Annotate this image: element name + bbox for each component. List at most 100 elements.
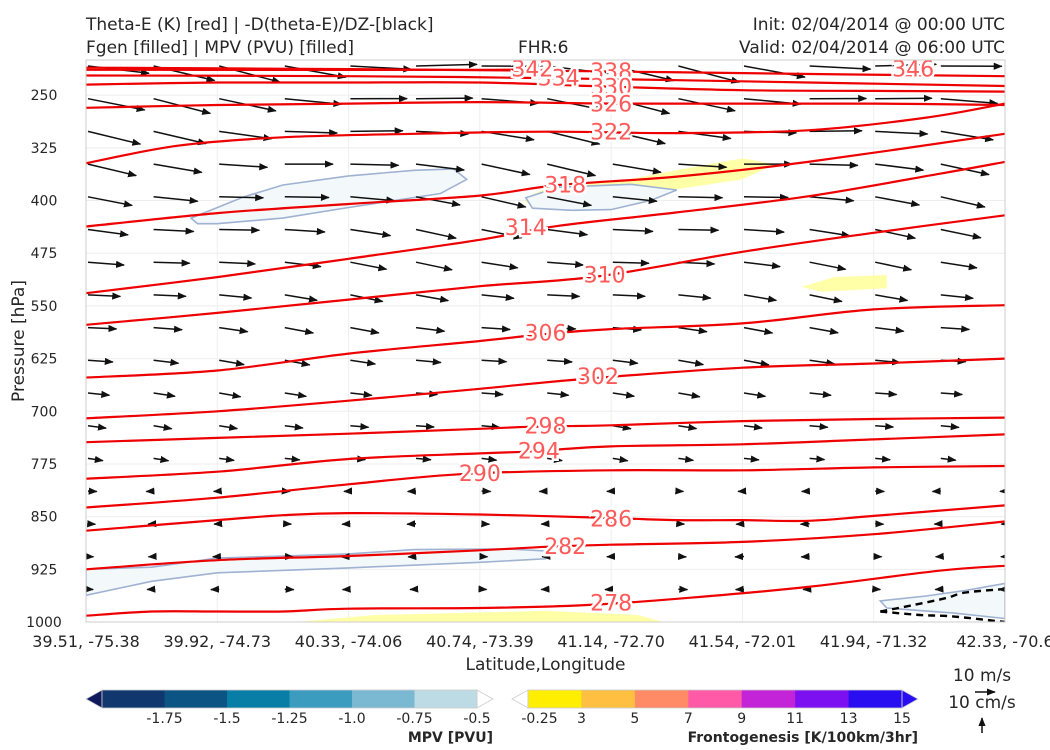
gradient-vector [1006, 393, 1027, 395]
fgen-colorbar-extend-high [901, 689, 919, 709]
gradient-vector [415, 196, 461, 208]
fgen-colorbar-segment [848, 690, 903, 708]
contour-label: 326 [590, 93, 632, 118]
gradient-vector [875, 294, 909, 303]
gradient-vector [809, 423, 829, 431]
gradient-vector [481, 390, 504, 398]
gradient-vector [809, 127, 863, 135]
fgen-colorbar-tick: 15 [893, 711, 911, 727]
y-tick-label: 250 [31, 88, 58, 104]
wind-reference-label: 10 m/s [953, 666, 1011, 686]
axes: 250 325 400 475 550 625 700 775 850 925 100039.51,… [9, 59, 1050, 675]
y-tick-label: 700 [31, 404, 58, 420]
gradient-vector [612, 358, 639, 366]
gradient-vector [350, 196, 396, 204]
theta-e-contour [86, 520, 1005, 571]
y-tick-label: 775 [31, 457, 58, 473]
gradient-vector [809, 261, 847, 272]
vector-field [86, 60, 1050, 593]
y-tick-label: 550 [31, 299, 58, 315]
gradient-vector [809, 359, 836, 367]
mpv-colorbar-segment [289, 690, 353, 708]
gradient-vector [743, 294, 778, 303]
gradient-vector [809, 294, 843, 304]
gradient-vector [350, 261, 388, 272]
gradient-vector [219, 391, 242, 399]
gradient-vector [678, 326, 708, 335]
theta-e-contour [86, 416, 1005, 444]
mpv-colorbar-tick: -1.0 [338, 711, 365, 727]
y-tick-label: 625 [31, 352, 58, 368]
fgen-colorbar-segment [528, 690, 582, 708]
gradient-vector [875, 326, 905, 334]
x-tick-label: 40.74, -73.39 [426, 632, 534, 651]
gradient-vector [153, 227, 195, 235]
gradient-vector [153, 423, 173, 431]
contour-label: 334 [538, 67, 580, 92]
gradient-vector [415, 358, 442, 366]
gradient-vector [1006, 164, 1050, 176]
gradient-vector [678, 193, 724, 202]
gradient-vector [743, 326, 774, 336]
gradient-vector [612, 97, 671, 115]
gradient-vector [415, 163, 466, 173]
theta-e-contour [86, 357, 1005, 420]
contour-label: 302 [577, 365, 619, 390]
theta-e-contour [86, 81, 1005, 93]
gradient-vector [87, 357, 114, 366]
gradient-vector [219, 326, 249, 335]
gradient-vector [219, 359, 245, 367]
gradient-vector [547, 163, 597, 178]
gradient-vector [547, 228, 589, 238]
gradient-vector [547, 390, 570, 399]
gradient-vector [153, 455, 170, 464]
gradient-vector [743, 261, 781, 270]
gradient-vector [547, 324, 577, 333]
contour-label: 322 [590, 121, 632, 146]
mpv-colorbar-tick: -0.75 [396, 711, 432, 727]
gradient-vector [1006, 230, 1046, 235]
theta-e-contour [86, 102, 1005, 165]
gradient-vector [153, 325, 183, 333]
theta-e-contour [86, 132, 1005, 228]
gradient-vector [415, 261, 453, 272]
gradient-vector [678, 226, 720, 234]
gradient-vector [547, 196, 593, 208]
gradient-vector [415, 61, 478, 69]
gradient-vector [940, 261, 978, 271]
valid-time: Valid: 02/04/2014 @ 06:00 UTC [739, 38, 1005, 58]
y-tick-label: 850 [31, 510, 58, 526]
theta-e-contours [86, 66, 1005, 617]
gradient-vector [415, 94, 474, 102]
mpv-dashed-contour [880, 610, 1005, 622]
gradient-vector [87, 324, 118, 333]
gradient-vector [875, 422, 895, 431]
gradient-vector [87, 196, 133, 208]
gradient-vector [809, 65, 872, 73]
gradient-vector [350, 423, 370, 431]
plot-area [86, 60, 1005, 622]
fgen-colorbar-tick: 11 [786, 711, 804, 727]
mpv-colorbar-extend-low [85, 689, 103, 709]
gradient-vector [940, 130, 995, 143]
fgen-colorbar-segment [688, 690, 743, 708]
gradient-vector [481, 261, 519, 271]
gradient-vector [87, 292, 122, 300]
gradient-vector [940, 228, 982, 240]
mpv-dashed-contour [880, 587, 1005, 613]
gradient-vector [1006, 458, 1021, 460]
fgen-colorbar-segment [634, 690, 689, 708]
mpv-colorbar-extend-high [476, 689, 494, 709]
mpv-colorbar-outline [101, 689, 478, 709]
fgen-colorbar-tick: 7 [684, 711, 693, 727]
gradient-vector [219, 226, 261, 234]
gradient-vector [743, 193, 789, 201]
fgen-colorbar-tick: 5 [630, 711, 639, 727]
gradient-vector [350, 228, 392, 238]
x-tick-label: 40.33, -74.06 [295, 632, 403, 651]
contour-label: 342 [511, 57, 553, 82]
chart-title-line1: Theta-E (K) [red] | -D(theta-E)/DZ-[blac… [86, 15, 434, 35]
contour-label: 338 [590, 60, 632, 85]
theta-e-contour [86, 214, 1005, 326]
